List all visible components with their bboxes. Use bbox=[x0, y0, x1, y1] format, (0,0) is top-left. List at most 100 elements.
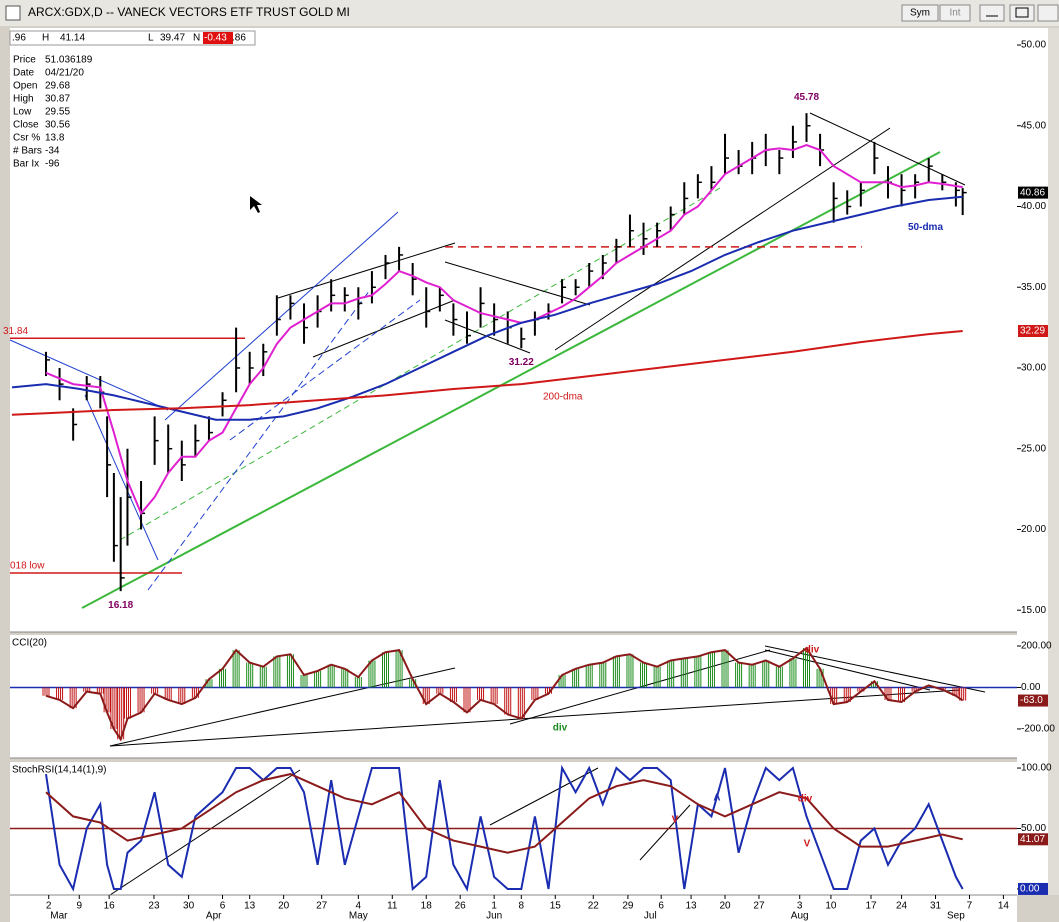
x-tick-label: 14 bbox=[998, 901, 1010, 912]
trendline bbox=[81, 151, 941, 609]
trendline bbox=[764, 645, 986, 693]
data-label: High bbox=[13, 94, 34, 105]
cci-line bbox=[45, 646, 964, 742]
data-value: -34 bbox=[45, 146, 60, 157]
int-button[interactable] bbox=[939, 4, 971, 22]
last-value-label: 41.07 bbox=[1020, 834, 1045, 845]
x-tick-label: 7 bbox=[967, 901, 973, 912]
annotation: V bbox=[672, 815, 679, 826]
month-label: Jul bbox=[644, 911, 657, 922]
x-tick-label: 16 bbox=[104, 901, 116, 912]
y-tick-label: 35.00 bbox=[1021, 282, 1046, 293]
x-tick-label: 8 bbox=[519, 901, 525, 912]
x-tick-label: 13 bbox=[686, 901, 698, 912]
price-annotation: 45.78 bbox=[794, 92, 819, 103]
data-value: -96 bbox=[45, 159, 60, 170]
y-tick-label: 20.00 bbox=[1021, 524, 1046, 535]
x-tick-label: 23 bbox=[148, 901, 160, 912]
info-neg-bg bbox=[203, 32, 233, 44]
data-value: 29.68 bbox=[45, 81, 70, 92]
close-button[interactable] bbox=[1037, 4, 1059, 22]
trendline bbox=[119, 187, 721, 541]
annotation: div bbox=[805, 645, 820, 656]
y-tick-label: 50.00 bbox=[1021, 40, 1046, 51]
x-tick-label: 17 bbox=[865, 901, 877, 912]
data-value: 29.55 bbox=[45, 107, 70, 118]
month-label: Apr bbox=[206, 911, 222, 922]
info-bar bbox=[9, 30, 256, 46]
panel-title: StochRSI(14,14(1),9) bbox=[12, 765, 107, 776]
x-tick-label: 30 bbox=[183, 901, 195, 912]
x-tick-label: 31 bbox=[930, 901, 942, 912]
month-label: May bbox=[349, 911, 368, 922]
x-tick-label: 2 bbox=[46, 901, 52, 912]
moving-average bbox=[45, 144, 963, 516]
x-tick-label: 18 bbox=[421, 901, 433, 912]
x-tick-label: 3 bbox=[797, 901, 803, 912]
month-label: Jun bbox=[486, 911, 502, 922]
annotation: div bbox=[553, 723, 568, 734]
y-tick-label: 25.00 bbox=[1021, 443, 1046, 454]
x-tick-label: 11 bbox=[387, 901, 398, 912]
data-label: Close bbox=[13, 120, 39, 131]
trendline bbox=[164, 211, 399, 421]
info-field: 41.14 bbox=[60, 33, 85, 44]
sym-button[interactable] bbox=[901, 4, 939, 22]
data-label: Csr % bbox=[13, 133, 40, 144]
trendline bbox=[84, 394, 159, 561]
trendline bbox=[444, 261, 591, 306]
trendline bbox=[312, 299, 456, 358]
month-label: Sep bbox=[947, 911, 965, 922]
y-tick-label: 40.00 bbox=[1021, 201, 1046, 212]
maximize-button[interactable] bbox=[1009, 4, 1035, 22]
x-tick-label: 10 bbox=[825, 901, 837, 912]
x-tick-label: 9 bbox=[76, 901, 82, 912]
trendline bbox=[764, 649, 931, 691]
x-tick-label: 26 bbox=[455, 901, 467, 912]
data-value: 30.56 bbox=[45, 120, 70, 131]
x-tick-label: 22 bbox=[588, 901, 600, 912]
x-tick-label: 15 bbox=[550, 901, 562, 912]
info-field: H bbox=[42, 33, 49, 44]
last-value-label: 0.00 bbox=[1020, 884, 1040, 895]
last-value-label: 32.29 bbox=[1020, 326, 1045, 337]
price-annotation: 16.18 bbox=[108, 600, 133, 611]
window-title: ARCX:GDX,D -- VANECK VECTORS ETF TRUST G… bbox=[28, 5, 350, 19]
trendlines bbox=[9, 112, 986, 896]
y-tick-label: 200.00 bbox=[1021, 641, 1052, 652]
data-label: # Bars bbox=[13, 146, 42, 157]
data-label: Bar Ix bbox=[13, 159, 39, 170]
series-label: 50-dma bbox=[908, 222, 943, 233]
annotation: div bbox=[798, 794, 813, 805]
last-value-label: -63.0 bbox=[1020, 695, 1043, 706]
int-label[interactable]: Int bbox=[949, 8, 960, 19]
panel-title: CCI(20) bbox=[12, 638, 47, 649]
title-bar bbox=[0, 0, 1059, 26]
info-field: N bbox=[193, 33, 200, 44]
mouse-cursor bbox=[250, 196, 262, 213]
x-tick-label: 27 bbox=[753, 901, 765, 912]
trendline bbox=[109, 769, 301, 896]
h-line-label: 31.84 bbox=[3, 326, 28, 337]
moving-average bbox=[11, 330, 963, 416]
scrollbar[interactable] bbox=[1048, 28, 1059, 895]
series-label: 200-dma bbox=[543, 392, 583, 403]
data-label: Price bbox=[13, 55, 36, 66]
data-label: Low bbox=[13, 107, 32, 118]
x-tick-label: 6 bbox=[658, 901, 664, 912]
minimize-button[interactable] bbox=[979, 4, 1005, 22]
data-value: 13.8 bbox=[45, 133, 65, 144]
trendline bbox=[229, 299, 421, 441]
last-value-tag bbox=[1018, 186, 1048, 199]
y-tick-label: 50.00 bbox=[1021, 823, 1046, 834]
sym-label[interactable]: Sym bbox=[910, 8, 930, 19]
trendline bbox=[109, 667, 456, 747]
x-tick-label: 1 bbox=[491, 901, 497, 912]
maximize-icon bbox=[1015, 7, 1029, 18]
y-tick-label: -200.00 bbox=[1021, 724, 1055, 735]
x-tick-label: 13 bbox=[244, 901, 256, 912]
last-value-label: 40.86 bbox=[1020, 187, 1045, 198]
x-tick-label: 20 bbox=[278, 901, 290, 912]
last-value-tag bbox=[1018, 325, 1048, 337]
